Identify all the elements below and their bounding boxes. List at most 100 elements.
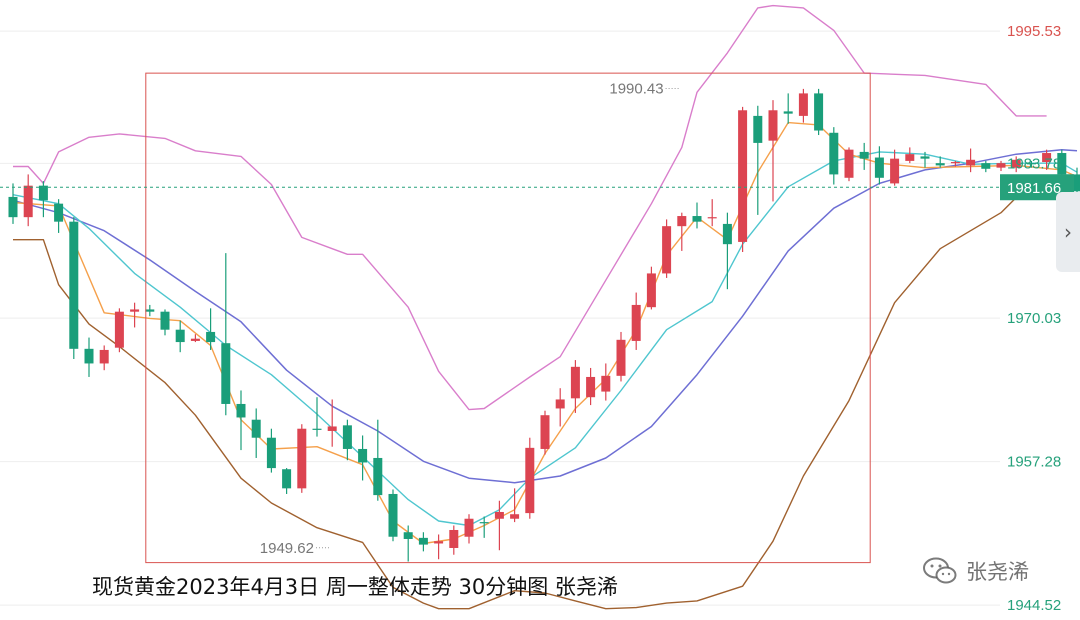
candle-62 (950, 160, 960, 167)
side-panel-toggle[interactable]: › (1056, 192, 1080, 272)
candle-body (1011, 159, 1021, 168)
candle-body (631, 304, 641, 341)
candle-body (859, 151, 869, 159)
candle-51 (783, 93, 793, 124)
bollinger-lower-line (13, 181, 1078, 610)
candle-37 (570, 360, 580, 413)
candle-33 (510, 488, 520, 523)
candle-body (646, 273, 656, 308)
candle-52 (798, 88, 808, 123)
candle-44 (677, 212, 687, 251)
candle-body (981, 163, 991, 169)
candle-body (297, 428, 307, 489)
candle-body (418, 537, 428, 545)
candle-body (1057, 153, 1067, 175)
candle-12 (190, 334, 200, 343)
candle-body (935, 163, 945, 166)
candle-42 (646, 266, 656, 310)
candle-body (388, 493, 398, 537)
candle-1 (23, 174, 33, 227)
candle-11 (175, 320, 185, 353)
candle-body (327, 426, 337, 431)
annotation-label-1: 1949.62 (260, 540, 314, 557)
candle-9 (145, 304, 155, 317)
candle-4 (69, 217, 79, 359)
candle-68 (1042, 149, 1052, 170)
candle-39 (601, 363, 611, 401)
candle-body (996, 163, 1006, 168)
chevron-right-icon: › (1064, 220, 1072, 244)
candle-body (783, 111, 793, 114)
candle-6 (99, 345, 109, 371)
candle-body (753, 115, 763, 143)
candle-body (601, 375, 611, 392)
candle-body (8, 196, 18, 218)
candle-body (814, 93, 824, 131)
candle-body (950, 162, 960, 164)
candle-25 (388, 489, 398, 542)
candle-body (768, 110, 778, 141)
candle-body (236, 403, 246, 418)
candle-body (677, 216, 687, 227)
candle-body (966, 159, 976, 166)
candle-body (829, 132, 839, 175)
candle-22 (342, 419, 352, 461)
candle-61 (935, 156, 945, 168)
candle-body (282, 469, 292, 489)
highlight-box (145, 72, 871, 564)
candle-body (905, 154, 915, 161)
candle-body (114, 311, 124, 348)
ma-mid-line (12, 151, 1078, 527)
candle-7 (114, 308, 124, 353)
candle-14 (221, 253, 231, 416)
candle-body (54, 203, 64, 222)
candle-body (358, 448, 368, 463)
candle-30 (464, 514, 474, 544)
overlay: 1990.43 1949.62 (0, 72, 1000, 564)
bollinger-upper-line (13, 4, 1047, 411)
annotation-label-0: 1990.43 (609, 81, 663, 98)
candle-body (342, 425, 352, 449)
candle-28 (434, 534, 444, 560)
candle-body (145, 309, 155, 312)
candle-55 (844, 147, 854, 182)
candle-29 (449, 525, 459, 555)
candle-56 (859, 142, 869, 170)
bollinger-bands (13, 4, 1078, 610)
candle-body (570, 366, 580, 399)
candle-body (373, 457, 383, 496)
candle-body (525, 447, 535, 514)
current-price-tag-label: 1981.66 (1007, 180, 1061, 197)
candle-body (38, 185, 48, 201)
candle-body (449, 529, 459, 548)
candle-47 (722, 212, 732, 290)
candle-body (707, 217, 717, 219)
candle-body (586, 376, 596, 398)
candle-0 (8, 183, 18, 224)
candle-67 (1026, 160, 1036, 168)
y-tick-label-2: 1970.03 (1007, 310, 1061, 327)
candle-body (403, 532, 413, 539)
candle-66 (1011, 156, 1021, 173)
candle-20 (312, 397, 322, 437)
candle-41 (631, 292, 641, 350)
candle-body (844, 149, 854, 178)
candle-50 (768, 100, 778, 202)
y-tick-label-1: 1983.78 (1007, 155, 1061, 172)
candle-3 (54, 199, 64, 233)
candle-64 (981, 160, 991, 173)
watermark-text: 张尧浠 (966, 560, 1029, 584)
candle-53 (814, 88, 824, 136)
candle-body (479, 522, 489, 524)
candle-body (23, 185, 33, 218)
candle-23 (358, 435, 368, 481)
candle-body (722, 223, 732, 245)
candle-31 (479, 516, 489, 538)
candle-59 (905, 147, 915, 164)
wechat-logo-icon (923, 557, 957, 584)
candle-48 (738, 106, 748, 253)
ma-slow-line (12, 148, 1078, 484)
candle-body (662, 226, 672, 274)
candle-2 (38, 181, 48, 218)
